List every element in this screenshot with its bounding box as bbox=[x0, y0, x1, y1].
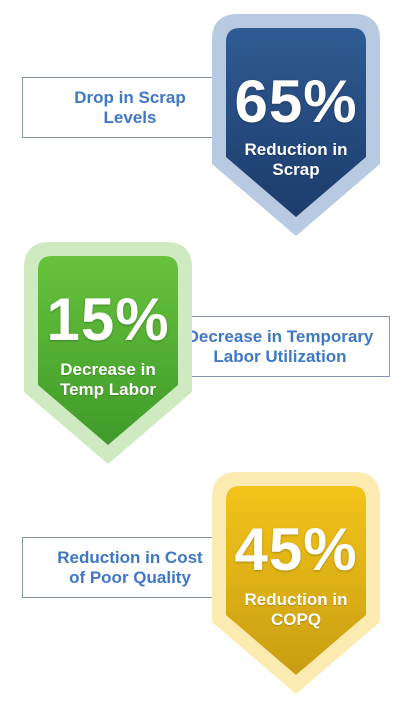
shield-body bbox=[226, 486, 366, 675]
stat-label-line1: Drop in Scrap bbox=[74, 87, 186, 107]
stat-label-line2: Labor Utilization bbox=[213, 346, 347, 366]
stat-value: 15% bbox=[46, 286, 170, 353]
stat-temp-labor: Decrease in Temporary Labor Utilization … bbox=[24, 242, 390, 464]
stat-label-line1: Reduction in Cost bbox=[57, 547, 203, 567]
stat-caption-line2: Temp Labor bbox=[59, 380, 157, 399]
shield-body bbox=[226, 28, 366, 217]
shield-body bbox=[38, 256, 178, 445]
stat-label-line2: Levels bbox=[103, 107, 157, 127]
shield-badge: 65% Reduction in Scrap bbox=[212, 14, 380, 236]
stat-label-line1: Decrease in Temporary bbox=[186, 326, 374, 346]
stat-label-box: Drop in Scrap Levels bbox=[22, 77, 238, 138]
stat-value: 65% bbox=[234, 68, 358, 135]
stat-label-box: Reduction in Cost of Poor Quality bbox=[22, 537, 238, 598]
stat-caption-line1: Reduction in bbox=[244, 140, 348, 159]
stat-label-box: Decrease in Temporary Labor Utilization bbox=[170, 316, 390, 377]
stat-caption-line1: Decrease in bbox=[60, 360, 156, 379]
stat-value: 45% bbox=[234, 516, 358, 583]
stat-caption-line1: Reduction in bbox=[244, 590, 348, 609]
stat-scrap: Drop in Scrap Levels 65% Reduction in Sc… bbox=[0, 0, 406, 240]
stat-caption-line2: Scrap bbox=[272, 160, 320, 179]
shield-badge: 15% Decrease in Temp Labor bbox=[24, 242, 192, 464]
stat-label-line2: of Poor Quality bbox=[69, 567, 191, 587]
shield-badge: 45% Reduction in COPQ bbox=[212, 472, 380, 694]
stat-caption-line2: COPQ bbox=[270, 610, 322, 629]
